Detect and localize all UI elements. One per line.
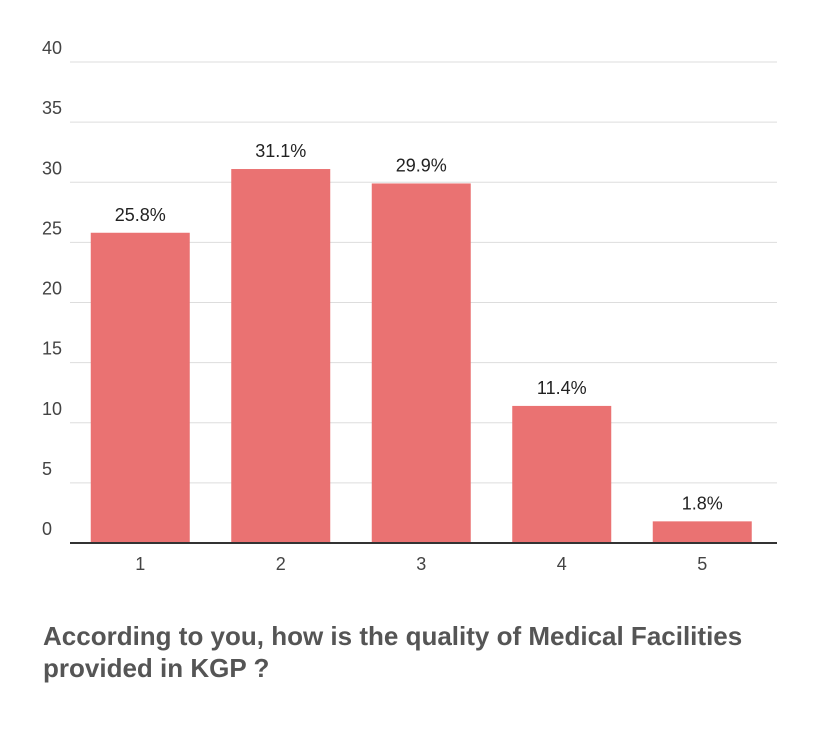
x-tick-label: 2: [276, 554, 286, 574]
y-tick-label: 5: [42, 459, 52, 479]
bar: [371, 183, 471, 543]
y-tick-label: 25: [42, 218, 62, 238]
y-tick-label: 40: [42, 38, 62, 58]
x-tick-label: 3: [416, 554, 426, 574]
bar: [652, 521, 752, 543]
data-labels: 25.8% 31.1% 29.9% 11.4% 1.8%: [115, 141, 723, 513]
x-tick-label: 4: [557, 554, 567, 574]
x-axis-ticks: 1 2 3 4 5: [135, 554, 707, 574]
bar: [231, 169, 331, 543]
bars: [90, 169, 752, 543]
y-tick-label: 30: [42, 158, 62, 178]
y-tick-label: 10: [42, 399, 62, 419]
bar: [512, 405, 612, 543]
data-label: 1.8%: [682, 493, 723, 513]
y-tick-label: 0: [42, 519, 52, 539]
y-tick-label: 35: [42, 98, 62, 118]
y-tick-label: 20: [42, 279, 62, 299]
data-label: 11.4%: [537, 378, 587, 398]
bar: [90, 232, 190, 543]
y-tick-label: 15: [42, 339, 62, 359]
chart-title: According to you, how is the quality of …: [43, 621, 743, 683]
x-tick-label: 1: [135, 554, 145, 574]
data-label: 29.9%: [396, 155, 447, 175]
data-label: 25.8%: [115, 205, 166, 225]
y-axis-ticks: 0 5 10 15 20 25 30 35 40: [42, 38, 62, 539]
data-label: 31.1%: [255, 141, 306, 161]
x-tick-label: 5: [697, 554, 707, 574]
